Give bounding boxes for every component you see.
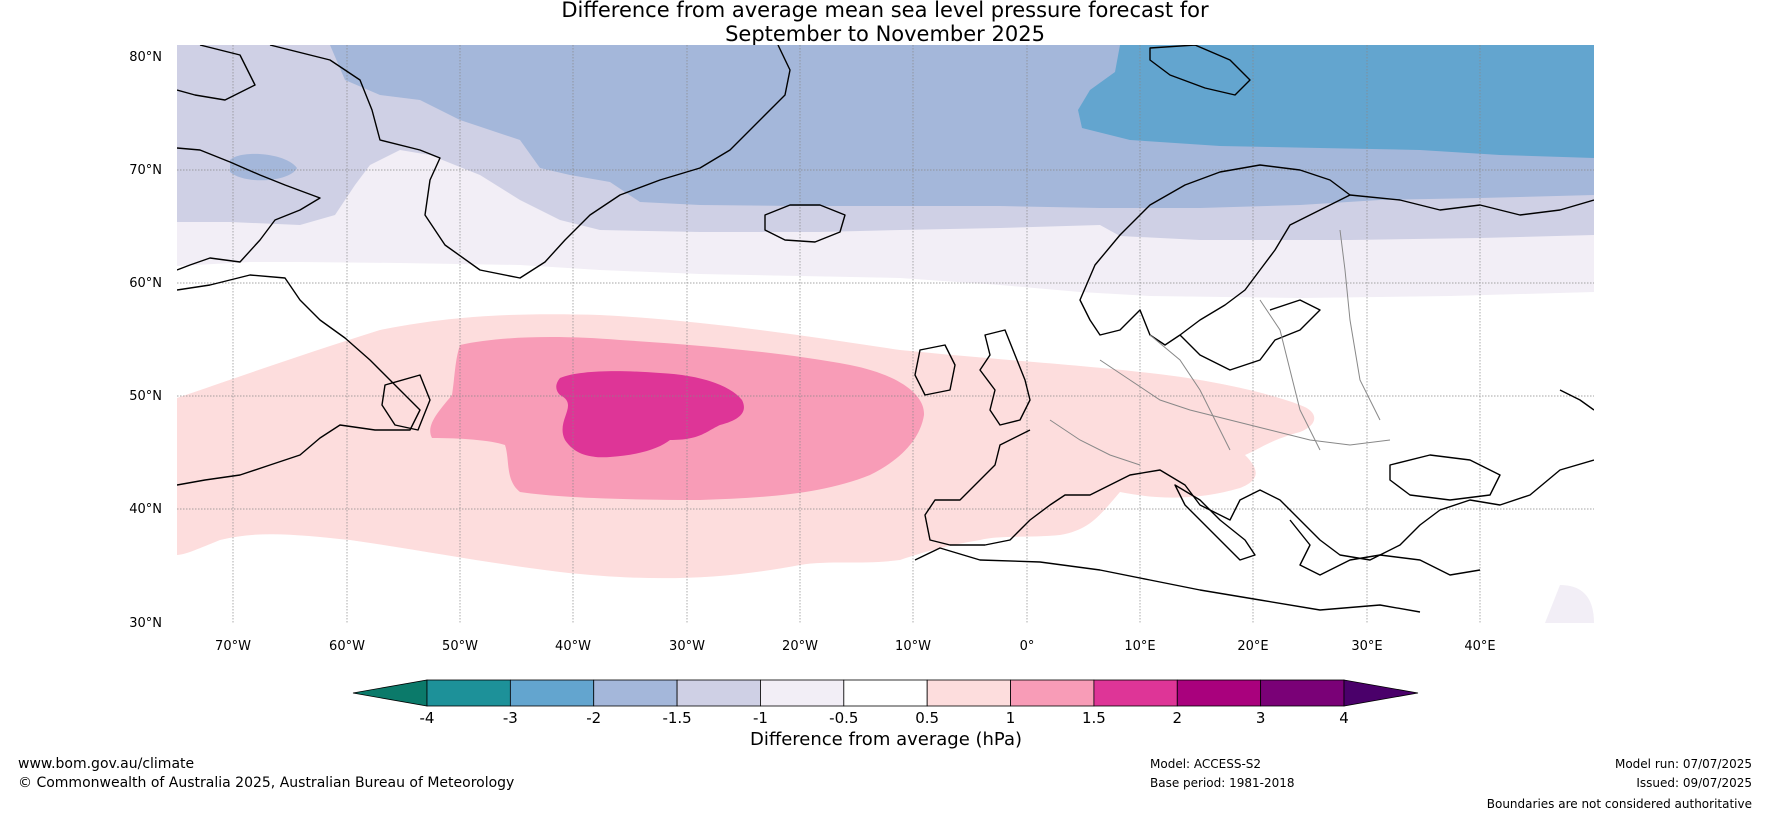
colorbar-extend-high bbox=[1343, 679, 1419, 707]
coast-labrador bbox=[177, 274, 421, 486]
graticule bbox=[177, 45, 1594, 623]
lat-label-30n: 30°N bbox=[129, 616, 162, 631]
coast-aegean bbox=[1289, 519, 1481, 576]
colorbar-segment bbox=[1260, 679, 1345, 707]
colorbar-tick-label: 1 bbox=[1006, 709, 1016, 727]
coast-iceland bbox=[764, 204, 846, 243]
lon-label-10w: 10°W bbox=[895, 639, 931, 654]
coastlines bbox=[177, 45, 1594, 613]
footer-model-run: Model run: 07/07/2025 bbox=[1615, 757, 1752, 771]
coast-italy bbox=[1174, 484, 1256, 561]
colorbar-tick-label: -2 bbox=[586, 709, 601, 727]
coast-greenland bbox=[269, 45, 791, 279]
colorbar-tick-label: -1.5 bbox=[662, 709, 691, 727]
coast-svalbard bbox=[1149, 45, 1251, 96]
coast-north-africa bbox=[914, 547, 1421, 613]
colorbar-extend-low bbox=[352, 679, 428, 707]
lon-label-60w: 60°W bbox=[329, 639, 365, 654]
colorbar-tick-label: 1.5 bbox=[1082, 709, 1106, 727]
colorbar-tick-label: 0.5 bbox=[915, 709, 939, 727]
lon-label-30e: 30°E bbox=[1351, 639, 1382, 654]
footer-copyright: © Commonwealth of Australia 2025, Austra… bbox=[18, 775, 514, 791]
lon-label-10e: 10°E bbox=[1124, 639, 1155, 654]
contour-minus2-to-minus3 bbox=[1078, 45, 1594, 158]
country-borders bbox=[1049, 229, 1391, 466]
colorbar: -4 -3 -2 -1.5 -1 -0.5 0.5 1 1.5 2 3 4 Difference fr… bbox=[352, 679, 1419, 750]
footer-website: www.bom.gov.au/climate bbox=[18, 756, 194, 772]
map-title: Difference from average mean sea level p… bbox=[0, 0, 1770, 46]
lon-label-20e: 20°E bbox=[1237, 639, 1268, 654]
colorbar-segment bbox=[926, 679, 1011, 707]
lon-label-70w: 70°W bbox=[215, 639, 251, 654]
lat-label-50n: 50°N bbox=[129, 389, 162, 404]
coast-europe-west bbox=[924, 429, 1594, 561]
title-line-2: September to November 2025 bbox=[725, 22, 1045, 46]
contour-neg-se-corner bbox=[1545, 585, 1594, 623]
lon-label-0: 0° bbox=[1020, 639, 1035, 654]
coast-newfoundland bbox=[381, 374, 431, 431]
title-line-1: Difference from average mean sea level p… bbox=[561, 0, 1209, 22]
colorbar-tick-label: -1 bbox=[753, 709, 768, 727]
colorbar-tick-label: -3 bbox=[503, 709, 518, 727]
colorbar-segment bbox=[676, 679, 761, 707]
lat-label-40n: 40°N bbox=[129, 502, 162, 517]
colorbar-tick-label: 4 bbox=[1339, 709, 1349, 727]
contour-1.5-to-2 bbox=[556, 371, 744, 458]
colorbar-tick-label: -0.5 bbox=[829, 709, 858, 727]
footer-disclaimer: Boundaries are not considered authoritat… bbox=[1487, 797, 1752, 811]
map-area bbox=[177, 45, 1594, 623]
colorbar-segment bbox=[843, 679, 928, 707]
colorbar-segment bbox=[1093, 679, 1178, 707]
footer-base-period: Base period: 1981-2018 bbox=[1150, 776, 1295, 790]
colorbar-segments bbox=[426, 679, 1345, 707]
lat-label-60n: 60°N bbox=[129, 276, 162, 291]
lon-label-40e: 40°E bbox=[1464, 639, 1495, 654]
coast-baffin bbox=[177, 147, 321, 271]
colorbar-segment bbox=[1176, 679, 1262, 707]
colorbar-tick-label: 3 bbox=[1256, 709, 1266, 727]
lat-label-70n: 70°N bbox=[129, 163, 162, 178]
lat-label-80n: 80°N bbox=[129, 50, 162, 65]
contour-minus1.5-small-west bbox=[230, 153, 297, 181]
coast-britain bbox=[979, 329, 1031, 426]
colorbar-tick-label: 2 bbox=[1172, 709, 1182, 727]
coast-ireland bbox=[914, 344, 956, 396]
lon-label-30w: 30°W bbox=[669, 639, 705, 654]
colorbar-label: Difference from average (hPa) bbox=[750, 729, 1022, 750]
coast-black-sea bbox=[1389, 454, 1501, 501]
coast-kola bbox=[1349, 194, 1594, 216]
coast-scandinavia bbox=[1079, 164, 1351, 346]
footer-model: Model: ACCESS-S2 bbox=[1150, 757, 1261, 771]
colorbar-segment bbox=[593, 679, 678, 707]
coast-baltic bbox=[1179, 299, 1321, 371]
coast-arctic-islands bbox=[177, 45, 256, 101]
lon-label-40w: 40°W bbox=[555, 639, 591, 654]
colorbar-segment bbox=[760, 679, 845, 707]
footer-issued: Issued: 09/07/2025 bbox=[1636, 776, 1752, 790]
colorbar-ticks: -4 -3 -2 -1.5 -1 -0.5 0.5 1 1.5 2 3 4 bbox=[420, 709, 1349, 727]
coast-caspian bbox=[1559, 389, 1594, 411]
colorbar-segment bbox=[426, 679, 511, 707]
colorbar-segment bbox=[1010, 679, 1095, 707]
lon-label-20w: 20°W bbox=[782, 639, 818, 654]
lon-label-50w: 50°W bbox=[442, 639, 478, 654]
colorbar-tick-label: -4 bbox=[420, 709, 435, 727]
colorbar-segment bbox=[509, 679, 595, 707]
